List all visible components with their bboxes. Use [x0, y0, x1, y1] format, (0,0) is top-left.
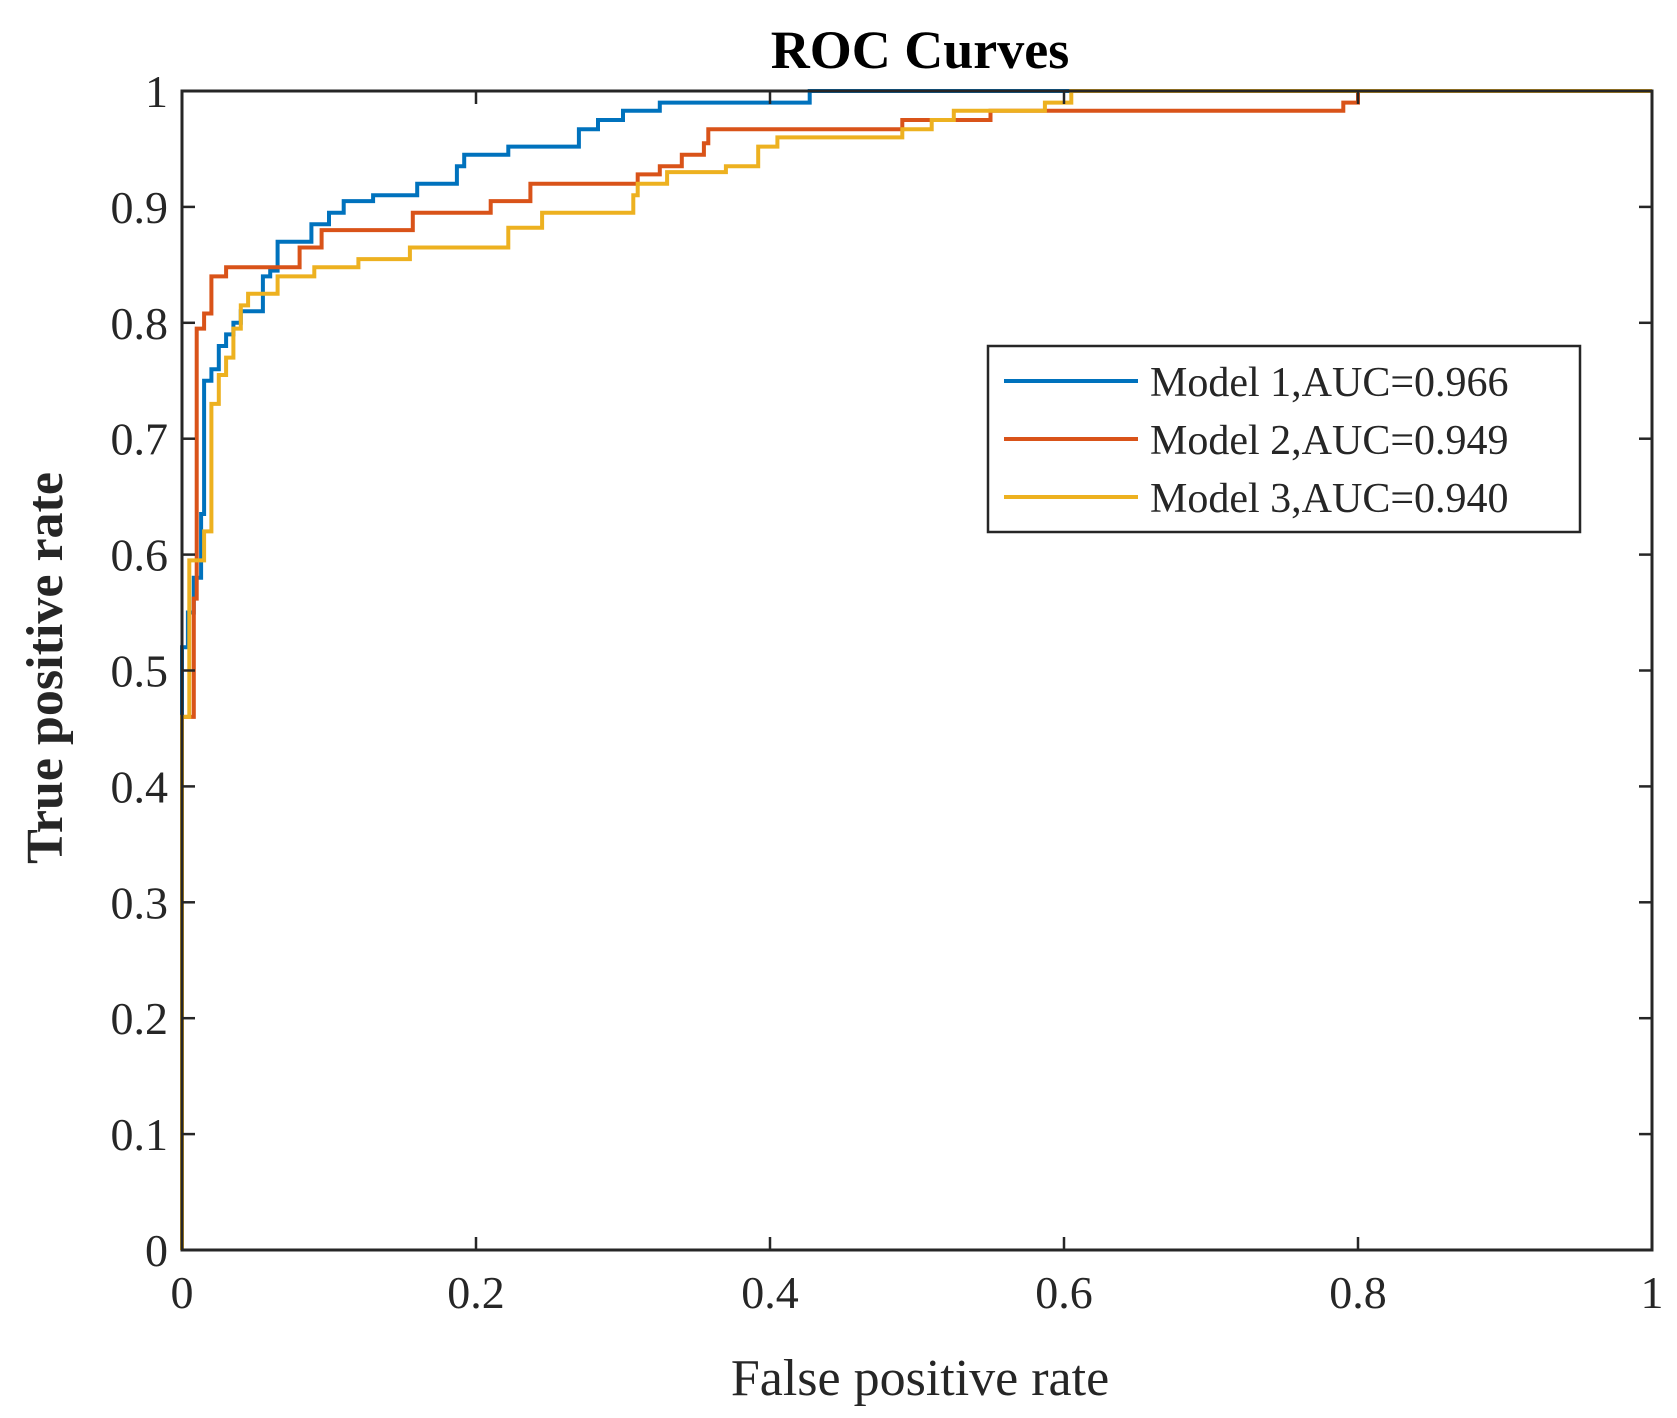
- y-tick-label: 0: [145, 1225, 168, 1276]
- y-tick-label: 0.3: [111, 877, 169, 928]
- legend-label-model-1: Model 1,AUC=0.966: [1150, 360, 1509, 406]
- chart-title: ROC Curves: [771, 20, 1069, 80]
- legend: Model 1,AUC=0.966 Model 2,AUC=0.949 Mode…: [986, 344, 1582, 534]
- x-tick-label: 0.6: [1035, 1267, 1093, 1318]
- x-tick-label: 0.8: [1329, 1267, 1387, 1318]
- y-tick-label: 0.4: [111, 761, 169, 812]
- y-tick-label: 0.5: [111, 646, 169, 697]
- x-tick-label: 0: [171, 1267, 194, 1318]
- series-line-model-3: [180, 89, 1652, 1250]
- y-tick-label: 0.8: [111, 298, 169, 349]
- x-tick-label: 1: [1641, 1267, 1664, 1318]
- x-axis-label: False positive rate: [731, 1350, 1109, 1407]
- y-axis-label: True positive rate: [17, 472, 74, 864]
- y-tick-label: 0.2: [111, 993, 169, 1044]
- series-line-model-1: [180, 89, 1652, 1250]
- ticks-layer: 0 0.2 0.4 0.6 0.8 1 0 0.1 0.2 0.3 0.4 0.5 0.6 0.7 0.8 0…: [111, 66, 1664, 1318]
- x-tick-label: 0.2: [447, 1267, 505, 1318]
- y-tick-label: 0.9: [111, 182, 169, 233]
- y-tick-label: 1: [145, 66, 168, 117]
- y-tick-label: 0.6: [111, 530, 169, 581]
- y-tick-label: 0.7: [111, 414, 169, 465]
- series-layer: [180, 89, 1652, 1250]
- y-tick-label: 0.1: [111, 1109, 169, 1160]
- legend-label-model-3: Model 3,AUC=0.940: [1150, 476, 1509, 522]
- x-tick-label: 0.4: [741, 1267, 799, 1318]
- legend-label-model-2: Model 2,AUC=0.949: [1150, 418, 1509, 464]
